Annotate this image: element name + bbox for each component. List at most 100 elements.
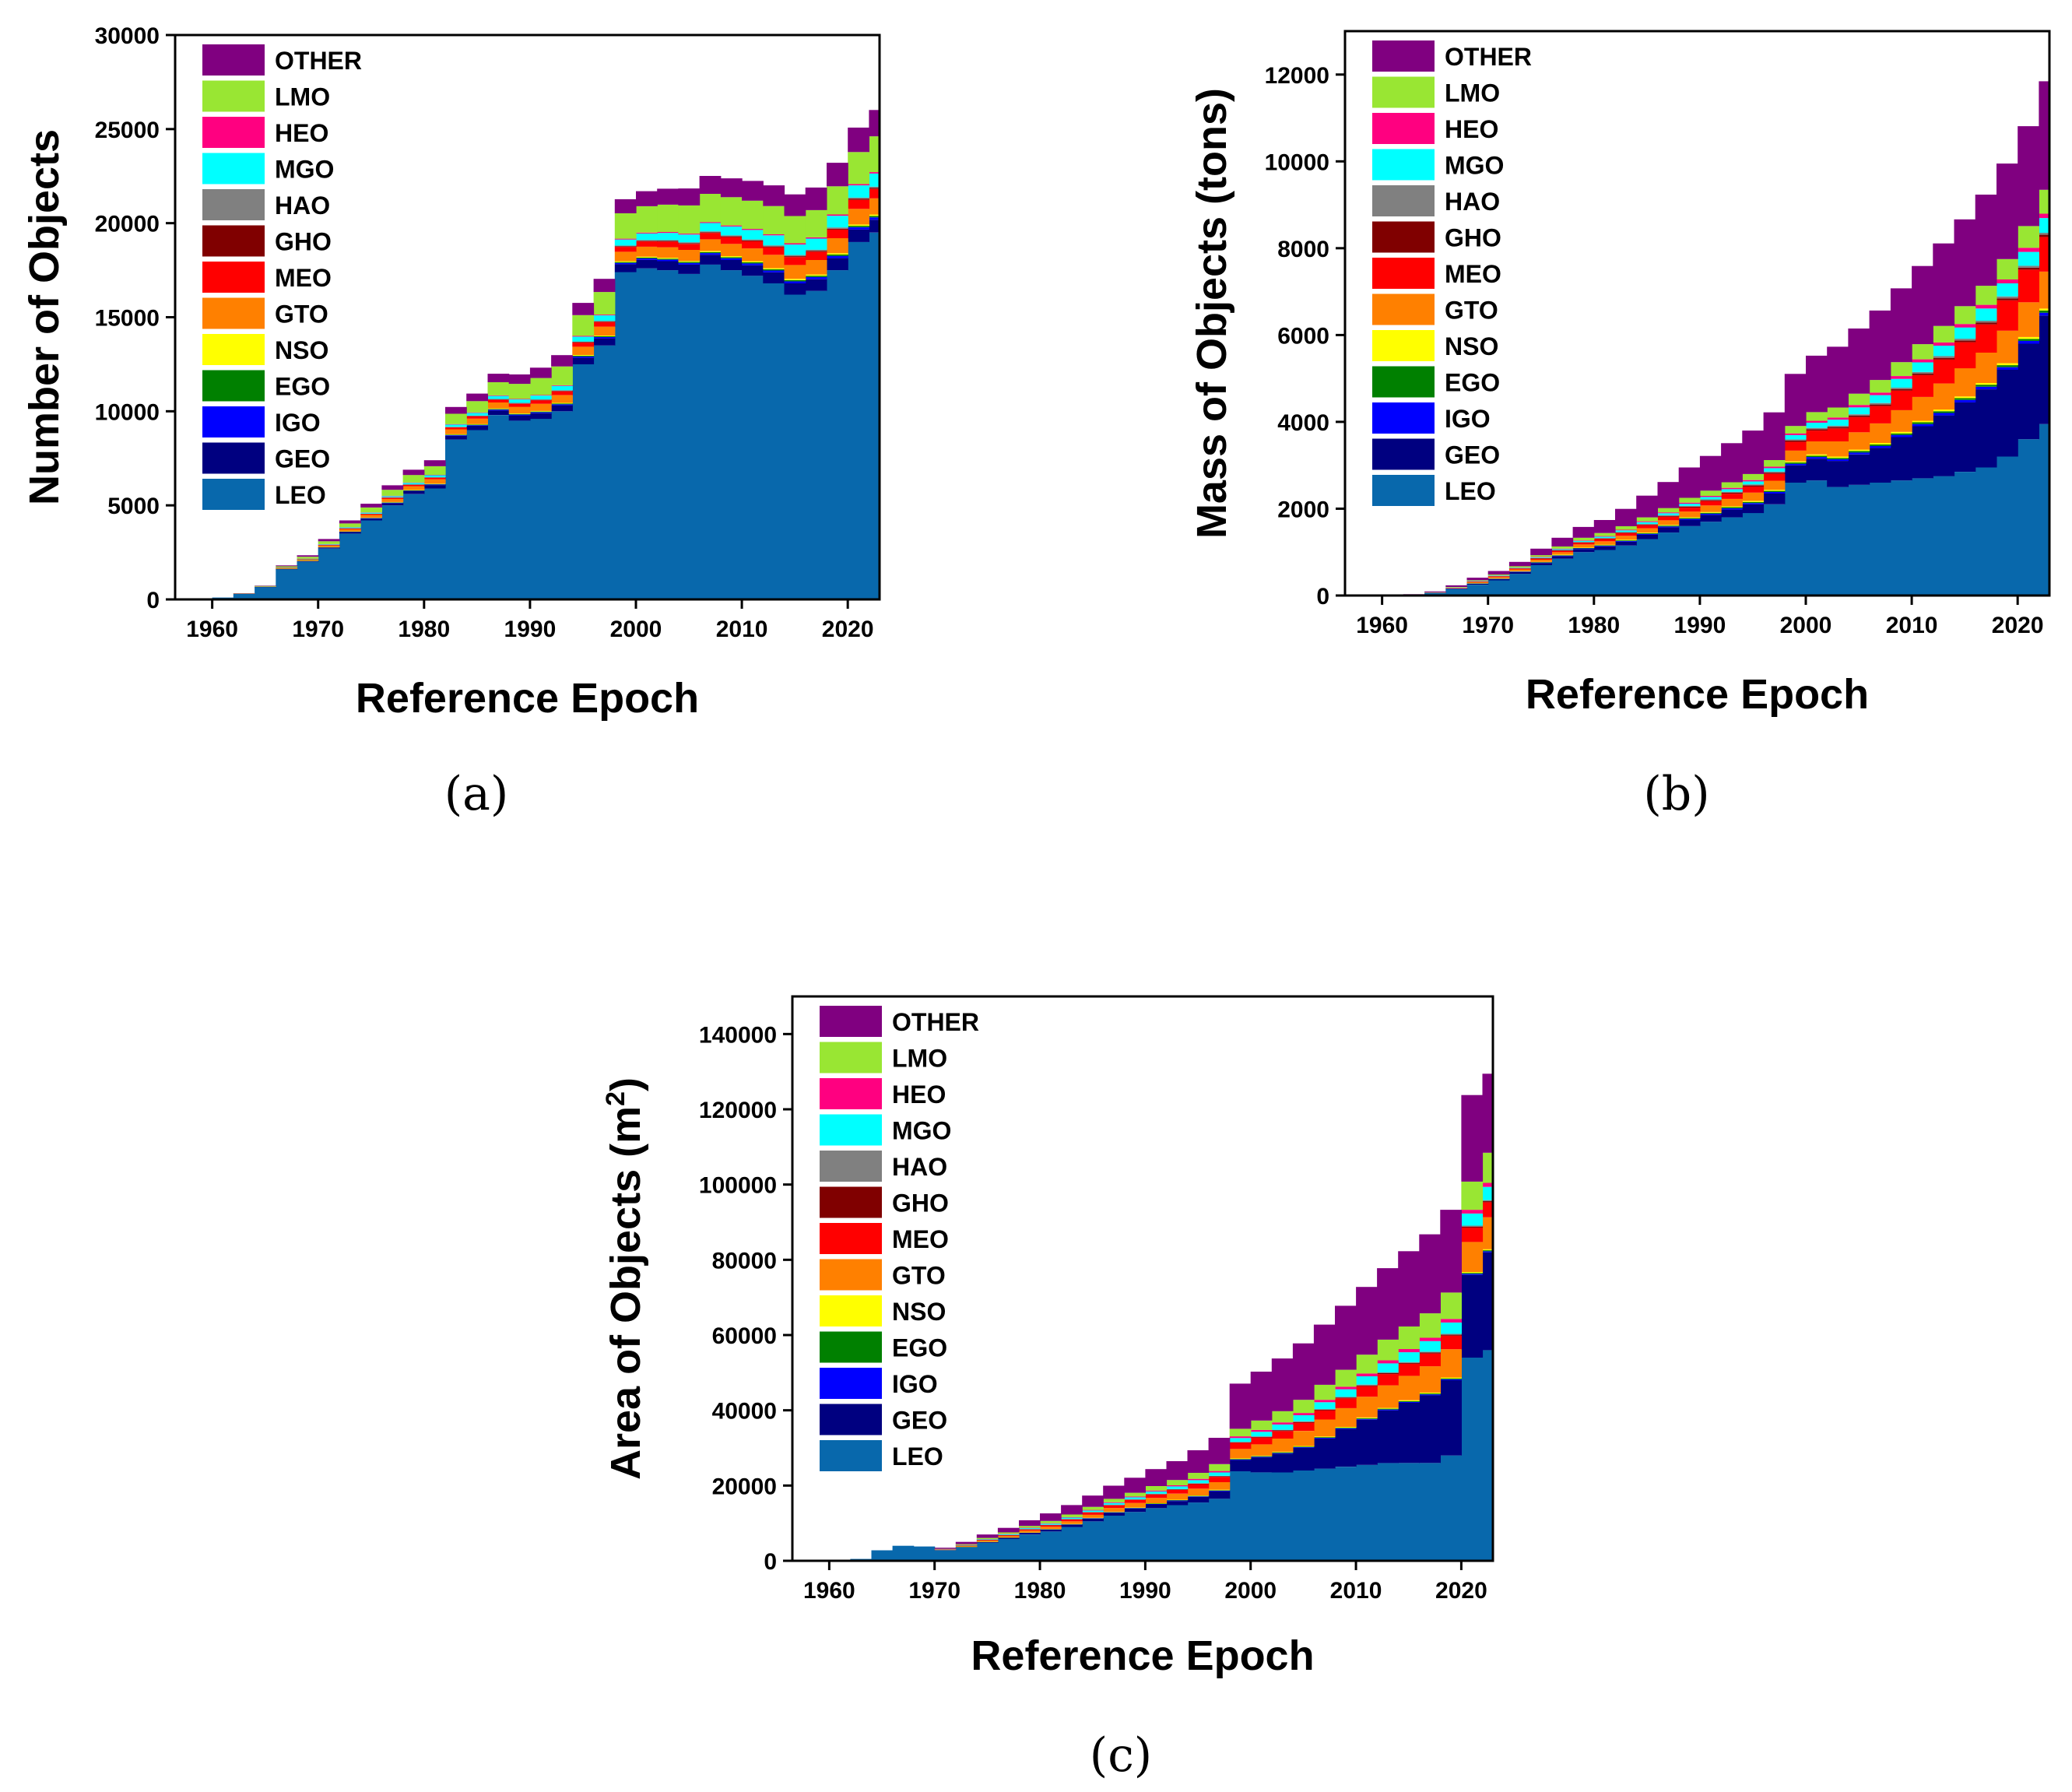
- bar-lmo-1970: [1487, 574, 1510, 576]
- bar-ego-1996: [1208, 1490, 1231, 1491]
- bar-leo-1972: [1508, 574, 1531, 596]
- bar-mgo-2006: [1313, 1402, 1336, 1410]
- legend-swatch-ego: [202, 370, 265, 402]
- bar-hao-2002: [657, 240, 679, 241]
- bar-gho-2022: [2039, 234, 2050, 237]
- bar-meo-1994: [572, 343, 595, 347]
- bar-gho-2006: [1869, 404, 1891, 406]
- bar-hao-1992: [1166, 1488, 1189, 1490]
- bar-geo-2016: [1419, 1395, 1441, 1463]
- bar-meo-1986: [1103, 1505, 1125, 1509]
- bar-mgo-2018: [1996, 283, 2018, 297]
- bar-mgo-1988: [1124, 1497, 1146, 1499]
- bar-meo-2002: [1271, 1431, 1294, 1439]
- bar-heo-2022: [1482, 1182, 1494, 1187]
- bar-geo-1988: [1678, 520, 1701, 526]
- series-geo: [934, 1252, 1494, 1551]
- bar-other-1976: [381, 485, 404, 490]
- bar-nso-2006: [1313, 1436, 1336, 1438]
- bar-geo-1990: [1145, 1504, 1168, 1509]
- bar-geo-1994: [572, 357, 595, 364]
- bar-gto-2020: [1461, 1242, 1484, 1272]
- bar-hao-1992: [1721, 491, 1743, 493]
- x-tick-label: 1960: [186, 617, 238, 642]
- bar-ego-1994: [1187, 1495, 1210, 1497]
- bar-lmo-2004: [1848, 393, 1870, 406]
- bar-leo-1986: [1657, 532, 1680, 596]
- bar-mgo-1988: [1678, 504, 1701, 506]
- bar-other-1978: [1572, 526, 1595, 538]
- series-lmo: [934, 1152, 1494, 1550]
- series-leo: [829, 1350, 1494, 1562]
- bar-hao-2016: [1975, 321, 1997, 323]
- bar-lmo-2018: [1996, 258, 2018, 279]
- bar-gto-2008: [1335, 1407, 1357, 1428]
- bar-nso-1984: [1636, 532, 1658, 533]
- bar-geo-2006: [1313, 1438, 1336, 1469]
- y-tick-label: 5000: [107, 494, 160, 519]
- bar-ego-1996: [1763, 490, 1786, 492]
- bar-ego-2014: [1398, 1400, 1420, 1402]
- bar-leo-1984: [1636, 539, 1658, 596]
- bar-meo-2020: [848, 199, 869, 209]
- bar-gho-2018: [827, 228, 848, 230]
- bar-leo-1980: [1593, 550, 1616, 596]
- bar-mgo-1998: [1784, 434, 1807, 440]
- bar-meo-1978: [402, 484, 425, 487]
- bar-mgo-2018: [1440, 1322, 1462, 1334]
- bar-mgo-1984: [466, 413, 488, 416]
- bar-igo-2008: [1890, 434, 1912, 437]
- bar-geo-2000: [1250, 1457, 1273, 1473]
- bar-nso-1998: [1229, 1458, 1252, 1460]
- bar-igo-1998: [614, 262, 637, 265]
- bar-hao-1980: [1593, 538, 1616, 539]
- bar-leo-1982: [445, 439, 467, 599]
- bar-geo-2010: [1356, 1419, 1378, 1465]
- bar-geo-1970: [318, 547, 340, 549]
- bar-meo-1998: [1784, 441, 1807, 451]
- bar-leo-1968: [913, 1546, 936, 1561]
- bar-meo-1974: [976, 1540, 999, 1541]
- bar-nso-2006: [1869, 443, 1891, 444]
- bar-leo-1982: [1615, 545, 1637, 596]
- legend-label-leo: LEO: [275, 481, 326, 509]
- bar-geo-1988: [1124, 1508, 1146, 1513]
- bar-heo-2022: [2039, 213, 2050, 219]
- bar-heo-1988: [1678, 502, 1701, 504]
- bar-heo-1982: [445, 423, 467, 425]
- bar-mgo-2020: [1461, 1214, 1484, 1226]
- bar-leo-2020: [848, 241, 869, 599]
- bar-leo-1978: [1572, 552, 1595, 596]
- bar-geo-2018: [1440, 1380, 1462, 1456]
- bar-other-1974: [1530, 548, 1552, 556]
- bar-hao-1994: [1187, 1483, 1210, 1484]
- bar-other-1970: [1487, 571, 1510, 574]
- bar-other-2006: [1313, 1324, 1336, 1385]
- bar-ego-2010: [742, 262, 764, 264]
- bar-geo-1966: [276, 568, 298, 570]
- bar-heo-2008: [1335, 1386, 1357, 1390]
- y-axis-label: Number of Objects: [21, 129, 68, 505]
- bar-hao-2012: [1377, 1372, 1399, 1373]
- bar-igo-2002: [657, 259, 679, 262]
- legend-label-meo: MEO: [1445, 260, 1501, 288]
- series-other: [934, 1073, 1494, 1549]
- bar-leo-1964: [255, 587, 276, 599]
- bar-lmo-1964: [255, 585, 276, 587]
- bar-gho-2016: [1975, 322, 1997, 325]
- bar-meo-1976: [381, 497, 404, 499]
- bar-heo-1996: [1208, 1470, 1231, 1473]
- bar-mgo-2008: [1335, 1389, 1357, 1397]
- bar-mgo-1990: [529, 395, 552, 399]
- bar-gto-2018: [1996, 330, 2018, 364]
- bar-leo-2012: [763, 283, 785, 599]
- bar-igo-1988: [1124, 1508, 1146, 1509]
- bar-gto-1966: [276, 567, 298, 569]
- bar-hao-2000: [1250, 1436, 1273, 1437]
- series-lmo: [1424, 189, 2050, 593]
- legend-swatch-meo: [202, 262, 265, 293]
- bar-gto-1992: [551, 395, 573, 403]
- legend-label-gto: GTO: [275, 300, 328, 329]
- bar-gho-1988: [1124, 1499, 1146, 1500]
- bar-igo-1996: [1208, 1490, 1231, 1492]
